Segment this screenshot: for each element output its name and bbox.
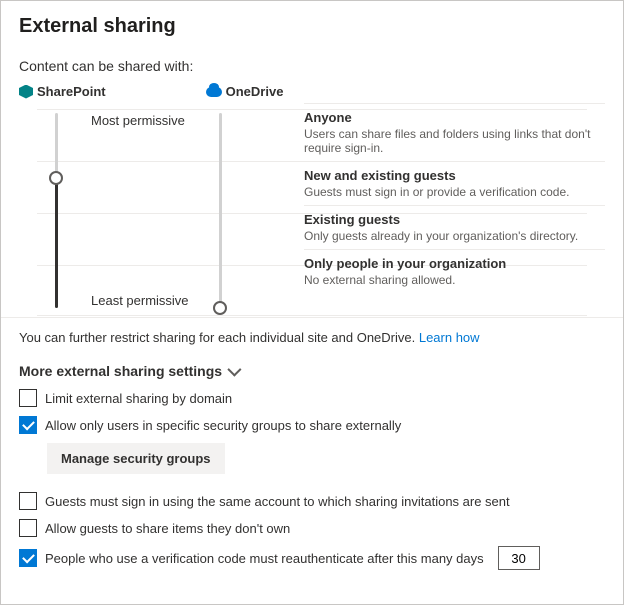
limit-domain-checkbox[interactable]	[19, 389, 37, 407]
level-title: Existing guests	[304, 212, 605, 227]
allow-groups-label: Allow only users in specific security gr…	[45, 418, 401, 433]
level-anyone: Anyone Users can share files and folders…	[304, 103, 605, 161]
least-permissive-label: Least permissive	[91, 293, 189, 308]
allow-groups-row: Allow only users in specific security gr…	[19, 416, 605, 434]
sharepoint-icon	[19, 85, 33, 99]
permission-slider-area: Most permissive Least permissive Anyone …	[19, 103, 605, 313]
more-settings-label: More external sharing settings	[19, 363, 222, 379]
sharepoint-label: SharePoint	[37, 84, 106, 99]
level-title: Anyone	[304, 110, 605, 125]
limit-domain-row: Limit external sharing by domain	[19, 389, 605, 407]
level-new-existing-guests: New and existing guests Guests must sign…	[304, 161, 605, 205]
manage-security-groups-button[interactable]: Manage security groups	[47, 443, 225, 474]
external-sharing-panel: External sharing Content can be shared w…	[0, 0, 624, 605]
restrict-note-text: You can further restrict sharing for eac…	[19, 330, 419, 345]
sharepoint-slider-track[interactable]	[55, 113, 58, 308]
guests-share-not-own-row: Allow guests to share items they don't o…	[19, 519, 605, 537]
reauth-days-input[interactable]	[498, 546, 540, 570]
page-title: External sharing	[19, 15, 605, 38]
onedrive-label: OneDrive	[226, 84, 284, 99]
guests-share-not-own-checkbox[interactable]	[19, 519, 37, 537]
limit-domain-label: Limit external sharing by domain	[45, 391, 232, 406]
reauth-row: People who use a verification code must …	[19, 546, 605, 570]
level-desc: Guests must sign in or provide a verific…	[304, 185, 605, 199]
level-desc: Only guests already in your organization…	[304, 229, 605, 243]
most-permissive-label: Most permissive	[91, 113, 185, 128]
guests-share-not-own-label: Allow guests to share items they don't o…	[45, 521, 290, 536]
products-row: SharePoint OneDrive	[19, 84, 605, 99]
sharepoint-product: SharePoint	[19, 84, 106, 99]
sharepoint-slider-handle[interactable]	[49, 171, 63, 185]
guests-same-account-label: Guests must sign in using the same accou…	[45, 494, 510, 509]
guests-same-account-row: Guests must sign in using the same accou…	[19, 492, 605, 510]
onedrive-slider-track[interactable]	[219, 113, 222, 308]
onedrive-icon	[206, 87, 222, 97]
chevron-down-icon	[227, 363, 241, 377]
level-title: Only people in your organization	[304, 256, 605, 271]
level-desc: Users can share files and folders using …	[304, 127, 605, 155]
level-only-org: Only people in your organization No exte…	[304, 249, 605, 293]
learn-how-link[interactable]: Learn how	[419, 330, 480, 345]
allow-groups-checkbox[interactable]	[19, 416, 37, 434]
onedrive-slider-handle[interactable]	[213, 301, 227, 315]
reauth-label: People who use a verification code must …	[45, 551, 484, 566]
content-shared-with-label: Content can be shared with:	[19, 58, 605, 74]
level-title: New and existing guests	[304, 168, 605, 183]
permission-levels: Anyone Users can share files and folders…	[304, 103, 605, 293]
restrict-note: You can further restrict sharing for eac…	[19, 330, 605, 345]
guests-same-account-checkbox[interactable]	[19, 492, 37, 510]
level-existing-guests: Existing guests Only guests already in y…	[304, 205, 605, 249]
more-settings-toggle[interactable]: More external sharing settings	[19, 363, 605, 379]
reauth-checkbox[interactable]	[19, 549, 37, 567]
onedrive-product: OneDrive	[206, 84, 284, 99]
level-desc: No external sharing allowed.	[304, 273, 605, 287]
